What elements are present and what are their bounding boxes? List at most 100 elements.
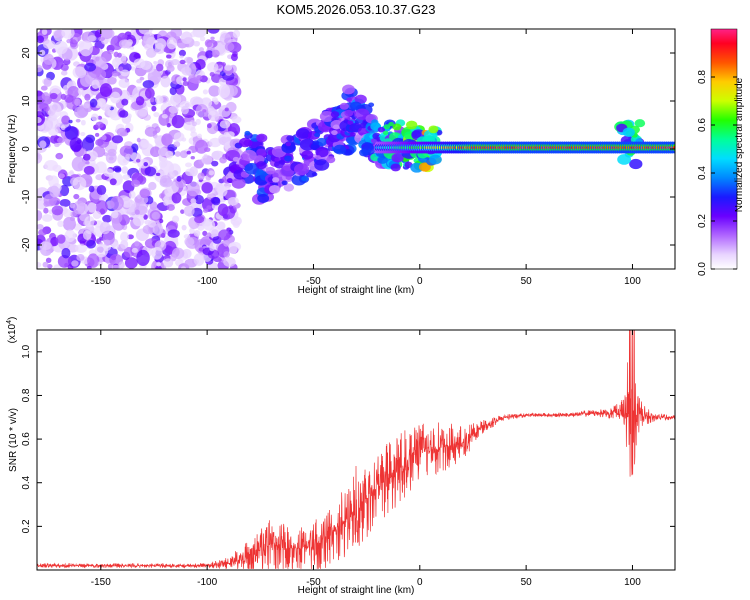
noise-blob — [45, 257, 52, 263]
noise-blob — [95, 161, 107, 174]
x-tick-label: -50 — [306, 276, 321, 287]
noise-blob — [127, 113, 132, 119]
noise-blob — [74, 98, 81, 106]
noise-blob — [218, 105, 232, 118]
x-tick-label: -100 — [197, 577, 217, 588]
noise-blob — [39, 241, 52, 251]
noise-blob — [134, 240, 140, 247]
noise-blob — [43, 105, 50, 112]
noise-blob — [144, 219, 152, 225]
burst-blob — [383, 124, 391, 130]
noise-blob — [84, 216, 95, 228]
burst-blob — [391, 153, 404, 163]
noise-blob — [76, 254, 85, 262]
noise-blob — [77, 87, 84, 95]
noise-blob — [137, 109, 148, 117]
y-tick-label: 10 — [21, 95, 32, 107]
noise-blob — [109, 178, 117, 186]
noise-blob — [43, 201, 51, 207]
noise-blob — [95, 200, 108, 215]
y-tick-label: 0.8 — [21, 388, 32, 402]
noise-blob — [95, 132, 100, 137]
x-tick-label: 50 — [521, 276, 533, 287]
burst-blob — [294, 163, 310, 176]
noise-blob — [216, 221, 226, 230]
noise-blob — [59, 184, 70, 197]
noise-blob — [37, 35, 45, 44]
noise-blob — [179, 55, 184, 59]
noise-blob — [69, 211, 77, 218]
colorbar-tick-label: 0.8 — [697, 70, 708, 84]
noise-blob — [232, 29, 241, 38]
noise-blob — [134, 209, 140, 215]
noise-blob — [180, 209, 185, 214]
noise-blob — [41, 92, 50, 101]
noise-blob — [37, 261, 42, 268]
burst-blob — [622, 127, 635, 137]
noise-blob — [91, 79, 100, 90]
burst-blob — [274, 157, 280, 162]
noise-blob — [201, 154, 213, 165]
snr-xlabel: Height of straight line (km) — [298, 585, 415, 596]
noise-blob — [138, 29, 153, 35]
noise-blob — [209, 110, 216, 116]
noise-blob — [218, 229, 231, 241]
burst-blob — [418, 162, 431, 172]
noise-blob — [57, 154, 62, 160]
burst-blob — [315, 147, 329, 158]
noise-blob — [193, 40, 200, 47]
noise-blob — [73, 106, 88, 119]
burst-blob — [617, 154, 632, 165]
noise-blob — [38, 197, 43, 201]
noise-blob — [190, 156, 195, 160]
noise-blob — [231, 116, 242, 124]
noise-blob — [131, 247, 138, 253]
x-tick-label: -150 — [91, 276, 111, 287]
noise-blob — [61, 247, 71, 259]
noise-blob — [80, 148, 87, 157]
noise-blob — [207, 62, 219, 73]
noise-blob — [68, 119, 73, 124]
noise-blob — [185, 162, 192, 168]
burst-blob — [347, 120, 354, 125]
noise-blob — [151, 246, 163, 260]
noise-blob — [87, 35, 97, 42]
burst-blob — [283, 183, 295, 192]
noise-blob — [174, 151, 181, 157]
noise-blob — [202, 230, 208, 236]
noise-blob — [42, 261, 49, 268]
noise-blob — [54, 142, 60, 148]
burst-blob — [316, 137, 328, 147]
y-tick-label: 0.6 — [21, 432, 32, 446]
noise-blob — [101, 134, 107, 141]
noise-blob — [84, 161, 90, 165]
noise-blob — [83, 153, 91, 161]
noise-blob — [208, 170, 215, 176]
noise-blob — [181, 224, 187, 231]
noise-blob — [111, 264, 121, 269]
noise-blob — [113, 51, 119, 58]
noise-blob — [56, 234, 66, 244]
noise-blob — [98, 36, 106, 42]
burst-blob — [330, 111, 340, 118]
noise-blob — [182, 81, 189, 87]
x-tick-label: 100 — [624, 577, 641, 588]
noise-blob — [74, 244, 88, 253]
noise-blob — [39, 49, 46, 56]
noise-blob — [94, 243, 109, 258]
burst-blob — [257, 193, 270, 203]
noise-blob — [85, 134, 96, 143]
noise-blob — [193, 230, 201, 237]
noise-blob — [211, 49, 220, 58]
noise-blob — [159, 218, 164, 224]
noise-blob — [159, 193, 165, 199]
x-tick-label: -50 — [306, 577, 321, 588]
noise-blob — [179, 150, 188, 159]
spectrogram-x-ticks: -150 -100 -50 0 50 100 — [91, 29, 641, 287]
noise-blob — [80, 132, 86, 137]
noise-blob — [39, 140, 47, 149]
noise-blob — [51, 205, 64, 216]
noise-blob — [95, 68, 107, 81]
burst-blob — [269, 184, 281, 194]
noise-blob — [143, 31, 155, 46]
